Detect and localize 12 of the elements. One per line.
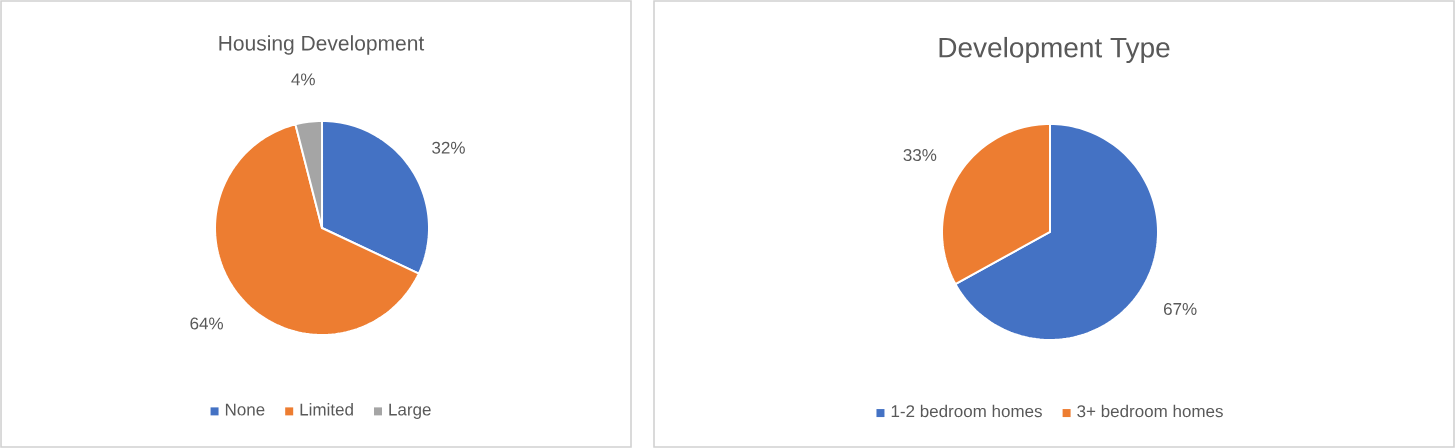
chart-title: Development Type [939, 36, 1170, 64]
legend-label: Limited [300, 403, 353, 416]
data-label: 64% [190, 317, 224, 330]
legend-label: None [225, 403, 265, 416]
data-label: 33% [903, 149, 937, 162]
chart-title: Housing Development [219, 35, 425, 55]
legend-label: Large [389, 403, 431, 419]
legend-label: 3+ bedroom homes [1077, 404, 1223, 418]
data-label: 32% [432, 141, 465, 154]
data-label: 67% [1164, 302, 1197, 315]
data-label: 4% [291, 73, 315, 86]
legend-label: 1-2 bedroom homes [891, 404, 1042, 418]
